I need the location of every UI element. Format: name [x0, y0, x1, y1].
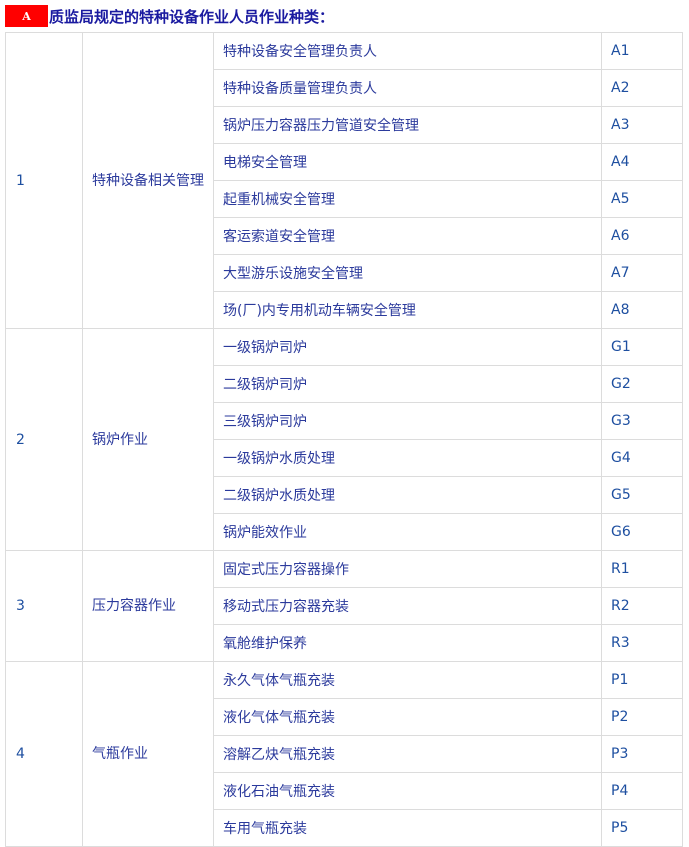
table-row: 大型游乐设施安全管理 A7: [6, 254, 683, 292]
operation-code: G4: [601, 439, 683, 477]
operation-item: 溶解乙炔气瓶充装: [213, 735, 602, 773]
operation-code: A2: [601, 69, 683, 107]
table-row: 溶解乙炔气瓶充装 P3: [6, 735, 683, 773]
group-category: 特种设备相关管理: [82, 32, 214, 329]
operation-code: A7: [601, 254, 683, 292]
table-row: 二级锅炉司炉 G2: [6, 365, 683, 403]
table-row: 2 锅炉作业 一级锅炉司炉 G1: [5, 328, 683, 551]
operation-code: R1: [601, 550, 683, 588]
operation-code: G3: [601, 402, 683, 440]
operation-item: 一级锅炉水质处理: [213, 439, 602, 477]
operation-item: 场(厂)内专用机动车辆安全管理: [213, 291, 602, 329]
operation-code: A5: [601, 180, 683, 218]
table-row: 锅炉压力容器压力管道安全管理 A3: [6, 106, 683, 144]
operation-item: 特种设备质量管理负责人: [213, 69, 602, 107]
operation-item: 大型游乐设施安全管理: [213, 254, 602, 292]
operation-item: 特种设备安全管理负责人: [213, 32, 602, 70]
operation-item: 固定式压力容器操作: [213, 550, 602, 588]
table-row: 液化气体气瓶充装 P2: [6, 698, 683, 736]
group-category: 锅炉作业: [82, 328, 214, 551]
section-title-text: 质监局规定的特种设备作业人员作业种类：: [49, 7, 335, 26]
table-row: 1 特种设备相关管理 特种设备安全管理负责人 A1: [5, 32, 683, 329]
operation-code: P3: [601, 735, 683, 773]
table-row: 特种设备质量管理负责人 A2: [6, 69, 683, 107]
table-row: 液化石油气瓶充装 P4: [6, 772, 683, 810]
group-number: 2: [5, 328, 83, 551]
table-row: 三级锅炉司炉 G3: [6, 402, 683, 440]
section-badge: A: [5, 5, 48, 27]
group-number: 1: [5, 32, 83, 329]
operation-item: 液化气体气瓶充装: [213, 698, 602, 736]
table-row: 场(厂)内专用机动车辆安全管理 A8: [6, 291, 683, 329]
operation-item: 移动式压力容器充装: [213, 587, 602, 625]
section-title: A 质监局规定的特种设备作业人员作业种类：: [5, 5, 334, 27]
group-number: 3: [5, 550, 83, 662]
table-row: 客运索道安全管理 A6: [6, 217, 683, 255]
group-number: 4: [5, 661, 83, 847]
operation-code: G1: [601, 328, 683, 366]
operation-code: A4: [601, 143, 683, 181]
operation-item: 客运索道安全管理: [213, 217, 602, 255]
operation-code: A8: [601, 291, 683, 329]
operation-item: 一级锅炉司炉: [213, 328, 602, 366]
group-category: 压力容器作业: [82, 550, 214, 662]
table-row: 3 压力容器作业 固定式压力容器操作 R1: [5, 550, 683, 662]
operation-item: 锅炉能效作业: [213, 513, 602, 551]
operation-code: R3: [601, 624, 683, 662]
operation-item: 氧舱维护保养: [213, 624, 602, 662]
table-row: 二级锅炉水质处理 G5: [6, 476, 683, 514]
table-row: 电梯安全管理 A4: [6, 143, 683, 181]
table-row: 起重机械安全管理 A5: [6, 180, 683, 218]
group-category: 气瓶作业: [82, 661, 214, 847]
operation-code: A3: [601, 106, 683, 144]
operation-code: P4: [601, 772, 683, 810]
operation-code: R2: [601, 587, 683, 625]
operation-item: 起重机械安全管理: [213, 180, 602, 218]
operation-code: G5: [601, 476, 683, 514]
operation-item: 锅炉压力容器压力管道安全管理: [213, 106, 602, 144]
operation-code: A1: [601, 32, 683, 70]
operation-item: 永久气体气瓶充装: [213, 661, 602, 699]
table-row: 锅炉能效作业 G6: [6, 513, 683, 551]
table-row: 移动式压力容器充装 R2: [6, 587, 683, 625]
table-row: 4 气瓶作业 永久气体气瓶充装 P1: [5, 661, 683, 847]
operation-code: P2: [601, 698, 683, 736]
operation-code: G2: [601, 365, 683, 403]
operation-code: P1: [601, 661, 683, 699]
operation-code: A6: [601, 217, 683, 255]
operation-item: 二级锅炉司炉: [213, 365, 602, 403]
operation-item: 二级锅炉水质处理: [213, 476, 602, 514]
operation-code: G6: [601, 513, 683, 551]
operation-item: 电梯安全管理: [213, 143, 602, 181]
operation-item: 三级锅炉司炉: [213, 402, 602, 440]
operation-category-table: 1 特种设备相关管理 特种设备安全管理负责人 A1 特种设备质量管理负责人 A2 锅炉压力容…: [5, 32, 683, 847]
operation-item: 液化石油气瓶充装: [213, 772, 602, 810]
table-row: 氧舱维护保养 R3: [6, 624, 683, 662]
